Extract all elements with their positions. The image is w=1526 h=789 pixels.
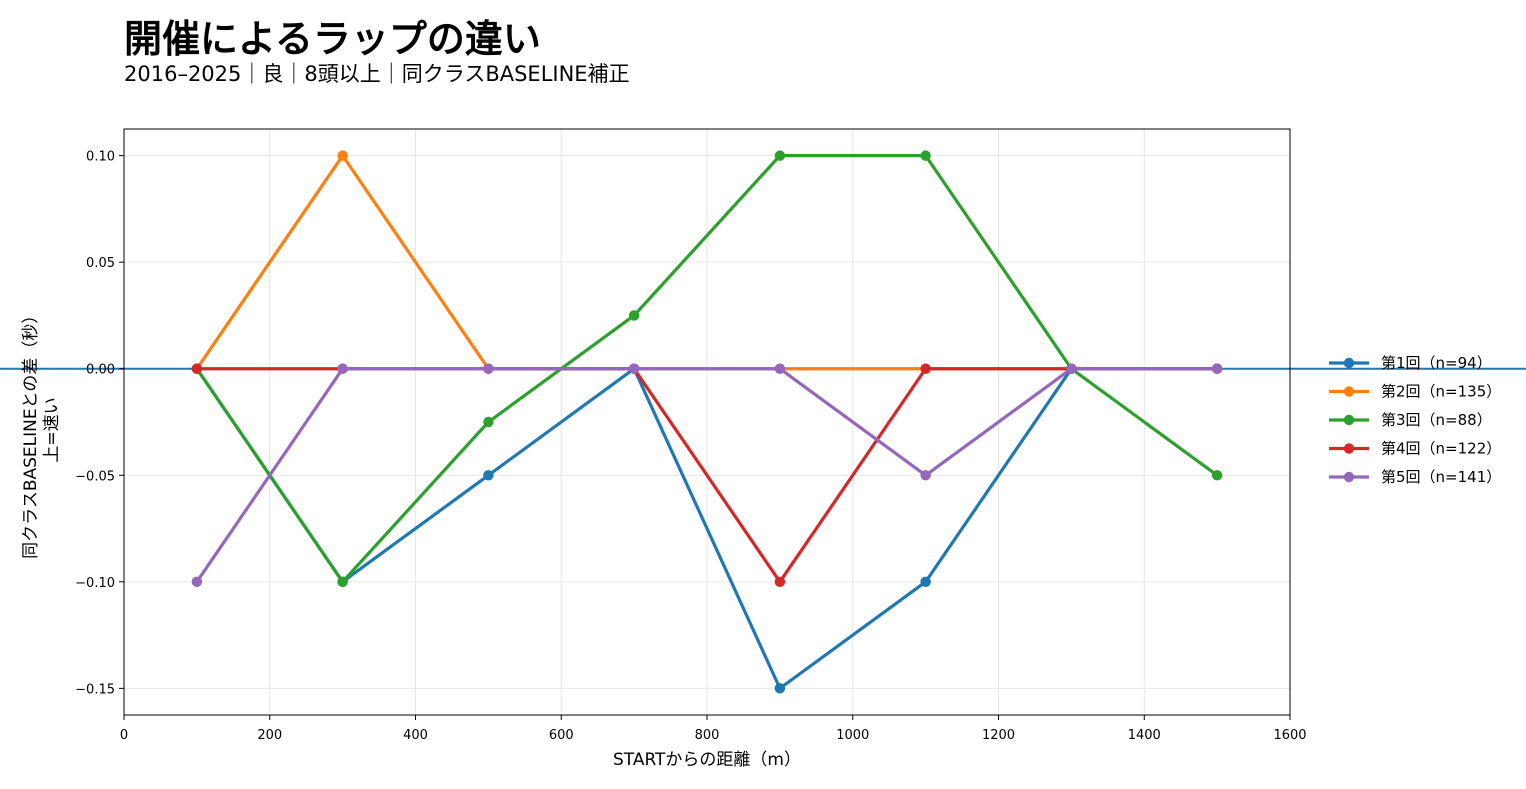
data-point bbox=[774, 576, 786, 588]
y-axis-ticks: 0.10 0.05 0.00 −0.05 −0.10 −0.15 bbox=[75, 150, 124, 697]
data-point bbox=[774, 363, 786, 374]
y-tick-label: 0.05 bbox=[86, 256, 115, 271]
legend-label: 第2回（n=135） bbox=[1381, 383, 1501, 401]
data-point bbox=[628, 310, 640, 321]
data-point bbox=[191, 363, 203, 374]
data-point bbox=[920, 150, 931, 161]
data-point bbox=[337, 576, 348, 588]
y-tick-label: 0.10 bbox=[86, 150, 115, 165]
legend-item: 第2回（n=135） bbox=[1329, 383, 1501, 401]
data-point bbox=[337, 150, 348, 161]
x-tick-label: 800 bbox=[695, 728, 720, 743]
data-point bbox=[774, 150, 786, 161]
data-point bbox=[483, 363, 494, 374]
y-tick-label: −0.10 bbox=[75, 576, 115, 591]
data-point bbox=[920, 576, 931, 588]
data-point bbox=[337, 363, 348, 374]
data-point bbox=[774, 683, 786, 694]
legend-swatch-marker bbox=[1343, 443, 1355, 454]
x-axis-ticks: 0 200 400 600 800 1000 1200 1400 1600 bbox=[120, 715, 1307, 743]
legend: 第1回（n=94） 第2回（n=135） 第3回（n=88） 第4回（n=122） 第5… bbox=[1329, 354, 1501, 486]
data-point bbox=[1211, 363, 1223, 374]
legend-item: 第1回（n=94） bbox=[1329, 354, 1492, 372]
data-point bbox=[191, 576, 203, 588]
legend-swatch-marker bbox=[1343, 414, 1355, 426]
series-line bbox=[195, 154, 1219, 584]
series-line bbox=[195, 367, 1218, 583]
y-tick-label: −0.15 bbox=[75, 682, 115, 697]
y-tick-label: −0.05 bbox=[75, 469, 115, 484]
x-tick-label: 1400 bbox=[1128, 728, 1161, 743]
x-tick-label: 400 bbox=[403, 728, 428, 743]
data-point bbox=[1211, 470, 1223, 481]
data-point bbox=[920, 470, 931, 481]
data-point bbox=[483, 470, 494, 481]
x-tick-label: 1000 bbox=[836, 728, 869, 743]
series-line bbox=[195, 367, 1218, 690]
data-point bbox=[1066, 363, 1077, 374]
data-point bbox=[920, 363, 931, 374]
data-point bbox=[628, 363, 640, 374]
legend-item: 第5回（n=141） bbox=[1329, 468, 1501, 486]
y-tick-label: 0.00 bbox=[86, 363, 115, 378]
x-tick-label: 200 bbox=[257, 728, 282, 743]
legend-label: 第5回（n=141） bbox=[1381, 468, 1501, 486]
chart-subtitle: 2016–2025｜良｜8頭以上｜同クラスBASELINE補正 bbox=[124, 62, 630, 86]
legend-label: 第1回（n=94） bbox=[1381, 354, 1492, 372]
x-axis-label: STARTからの距離（m） bbox=[613, 750, 801, 770]
x-tick-label: 0 bbox=[120, 728, 128, 743]
legend-swatch-marker bbox=[1343, 357, 1355, 369]
series-5 bbox=[191, 363, 1223, 588]
y-axis-label-line-1: 同クラスBASELINEとの差（秒） bbox=[21, 307, 41, 559]
legend-item: 第3回（n=88） bbox=[1329, 411, 1492, 429]
x-tick-label: 1200 bbox=[982, 728, 1015, 743]
x-tick-label: 600 bbox=[549, 728, 574, 743]
legend-label: 第4回（n=122） bbox=[1381, 440, 1501, 458]
legend-swatch-marker bbox=[1343, 386, 1355, 397]
y-axis-label: 同クラスBASELINEとの差（秒） 上=速い bbox=[21, 301, 62, 559]
data-point bbox=[483, 416, 494, 428]
legend-label: 第3回（n=88） bbox=[1381, 411, 1492, 429]
legend-swatch-marker bbox=[1343, 471, 1355, 483]
chart-title: 開催によるラップの違い bbox=[124, 17, 541, 61]
series-layer bbox=[191, 150, 1223, 694]
x-tick-label: 1600 bbox=[1273, 728, 1306, 743]
legend-item: 第4回（n=122） bbox=[1329, 440, 1501, 458]
y-axis-label-line-2: 上=速い bbox=[42, 397, 62, 462]
series-3 bbox=[191, 150, 1223, 588]
